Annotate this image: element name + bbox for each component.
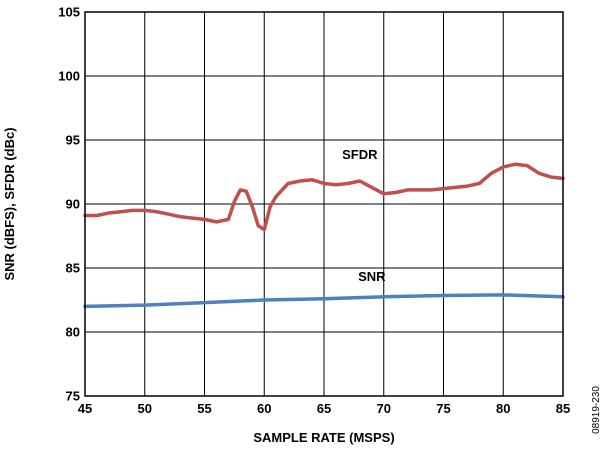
y-tick-label: 105 (58, 5, 80, 20)
plot-frame (84, 11, 564, 397)
x-tick-label: 55 (197, 401, 211, 416)
x-tick-label: 45 (78, 401, 92, 416)
y-tick-label: 75 (66, 389, 80, 404)
x-tick-labels: 45 50 55 60 65 70 75 80 85 (78, 401, 570, 416)
grid (84, 11, 564, 397)
x-axis-label: SAMPLE RATE (MSPS) (253, 430, 394, 445)
y-tick-label: 85 (66, 261, 80, 276)
snr-line (83, 293, 565, 309)
y-tick-labels: 75 80 85 90 95 100 105 (58, 5, 80, 404)
y-tick-label: 100 (58, 69, 80, 84)
sfdr-series-label: SFDR (342, 147, 378, 162)
series-layer (83, 162, 565, 309)
y-axis-label: SNR (dBFS), SFDR (dBc) (2, 127, 17, 280)
sfdr-line (83, 162, 565, 232)
x-tick-label: 75 (436, 401, 450, 416)
y-tick-label: 90 (66, 197, 80, 212)
x-tick-label: 60 (257, 401, 271, 416)
snr-series-label: SNR (358, 269, 386, 284)
x-tick-label: 50 (138, 401, 152, 416)
x-tick-label: 80 (496, 401, 510, 416)
x-tick-label: 85 (556, 401, 570, 416)
x-tick-label: 65 (317, 401, 331, 416)
y-tick-label: 95 (66, 133, 80, 148)
figure-id: 08919-230 (591, 386, 602, 434)
y-tick-label: 80 (66, 325, 80, 340)
x-tick-label: 70 (377, 401, 391, 416)
